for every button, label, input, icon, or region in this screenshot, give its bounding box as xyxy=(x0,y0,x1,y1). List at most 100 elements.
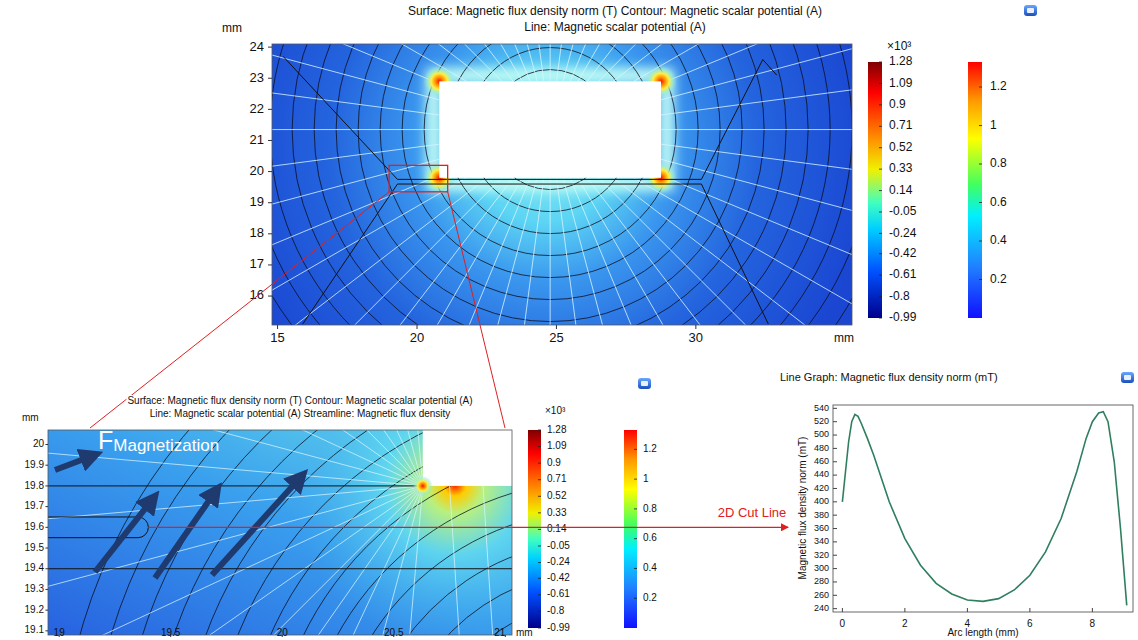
line-chart: 0246824026028030032034036038040042044046… xyxy=(780,371,1133,638)
y-tick-label: 19.7 xyxy=(25,500,45,511)
x-tick-label: 20 xyxy=(410,330,424,345)
label-patch xyxy=(249,70,265,85)
y-tick xyxy=(45,444,48,445)
label-patch xyxy=(642,443,658,454)
potential-contour xyxy=(120,430,512,635)
field-line xyxy=(403,178,538,325)
colorbar-tick xyxy=(634,568,637,569)
colorbar-tick xyxy=(979,164,982,165)
label-patch xyxy=(546,507,568,518)
y-tick xyxy=(45,568,48,569)
label-patch xyxy=(249,256,265,271)
y-tick-label: 19 xyxy=(250,194,264,209)
colorbar-tick xyxy=(538,546,541,547)
field-line xyxy=(48,486,423,635)
potential-contour xyxy=(330,510,512,635)
panel-title: Surface: Magnetic flux density norm (T) … xyxy=(408,4,822,18)
y-tick-label: 360 xyxy=(814,523,829,533)
y-tick-label: 240 xyxy=(814,603,829,613)
potential-contour xyxy=(390,570,512,635)
force-label: FMagnetization xyxy=(98,426,219,455)
colorbar-label: 0.8 xyxy=(990,156,1007,170)
axis-unit: mm xyxy=(222,21,242,35)
label-patch xyxy=(24,624,46,635)
potential-contour xyxy=(420,600,512,635)
y-tick-label: 19.8 xyxy=(25,480,45,491)
x-tick-label: 20.5 xyxy=(384,627,404,638)
colorbar-label: 0.9 xyxy=(889,97,906,111)
field-line xyxy=(272,44,513,81)
field-line xyxy=(598,178,852,325)
chart-title: Line Graph: Magnetic flux density norm (… xyxy=(780,371,998,383)
potential-contour xyxy=(272,44,852,325)
colorbar-label: 0.2 xyxy=(990,272,1007,286)
geometry-outline xyxy=(283,56,777,179)
x-tick xyxy=(1092,608,1093,612)
potential-contour xyxy=(272,44,852,325)
x-tick-label: 19 xyxy=(54,627,66,638)
colorbar xyxy=(528,430,541,628)
y-tick xyxy=(833,568,837,569)
colorbar-label: 0.33 xyxy=(889,161,913,175)
label-patch xyxy=(688,330,704,345)
label-patch xyxy=(24,459,46,470)
colorbar-label: 1.28 xyxy=(889,54,913,68)
label-patch xyxy=(989,233,1008,247)
label-patch xyxy=(546,588,571,599)
y-tick xyxy=(45,506,48,507)
cut-line-label: 2D Cut Line xyxy=(718,505,787,520)
field-line xyxy=(272,129,439,130)
label-patch xyxy=(888,204,918,218)
field-line xyxy=(634,178,852,325)
y-tick xyxy=(268,296,272,297)
label-patch xyxy=(24,500,46,511)
field-line xyxy=(661,129,852,130)
colorbar-tick xyxy=(538,479,541,480)
label-patch xyxy=(221,21,243,35)
field-line xyxy=(272,44,439,84)
colorbar-label: 1.2 xyxy=(990,79,1007,93)
colorbar-tick xyxy=(634,449,637,450)
field-line xyxy=(550,178,551,325)
y-tick xyxy=(833,408,837,409)
label-patch xyxy=(888,97,907,111)
potential-contour xyxy=(272,44,852,325)
y-tick xyxy=(45,630,48,631)
y-tick-label: 380 xyxy=(814,510,829,520)
y-tick-label: 21 xyxy=(250,132,264,147)
colorbar-label: 1 xyxy=(990,118,997,132)
y-tick xyxy=(45,589,48,590)
panel-title: Line: Magnetic scalar potential (A) Stre… xyxy=(150,408,451,419)
colorbar-tick xyxy=(538,496,541,497)
label-patch xyxy=(515,627,534,638)
y-tick-label: 460 xyxy=(814,456,829,466)
label-patch xyxy=(523,20,706,34)
y-tick-label: 480 xyxy=(814,443,829,453)
colorbar-tick xyxy=(879,126,882,127)
field-line xyxy=(598,44,852,81)
y-tick xyxy=(833,528,837,529)
field-line xyxy=(661,175,852,325)
colorbar-tick xyxy=(979,87,982,88)
label-patch xyxy=(989,272,1008,286)
label-patch xyxy=(548,330,564,345)
x-tick-label: 21 xyxy=(494,627,506,638)
icon xyxy=(1024,5,1037,16)
field-line xyxy=(613,178,852,325)
flux-surface xyxy=(272,44,852,325)
cut-line-arrow xyxy=(148,527,788,528)
y-tick-label: 19.6 xyxy=(25,521,45,532)
colorbar-label: 1.2 xyxy=(643,443,657,454)
y-tick xyxy=(268,140,272,141)
label-patch xyxy=(24,583,46,594)
colorbar-label: 0.4 xyxy=(643,562,657,573)
colorbar-tick xyxy=(879,318,882,319)
label-patch xyxy=(642,562,658,573)
field-main xyxy=(272,44,852,325)
x-tick xyxy=(1029,608,1030,612)
x-tick-label: 20 xyxy=(277,627,289,638)
colorbar xyxy=(868,62,882,318)
label-patch xyxy=(888,267,918,281)
force-arrow xyxy=(155,492,215,578)
potential-contour xyxy=(272,44,852,325)
